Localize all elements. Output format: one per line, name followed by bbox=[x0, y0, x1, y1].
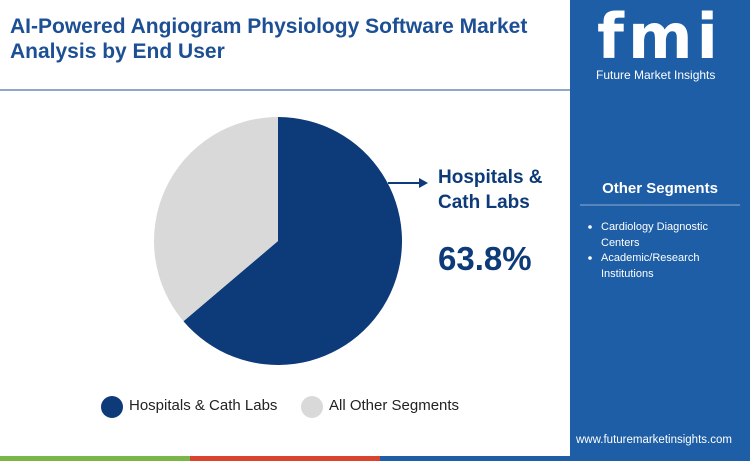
legend-label: All Other Segments bbox=[329, 397, 460, 414]
website: www.futuremarketinsights.com bbox=[576, 434, 732, 446]
logo: fmi bbox=[597, 0, 722, 73]
legend-swatch bbox=[301, 396, 323, 418]
pie-slice bbox=[183, 117, 403, 365]
sidebar bbox=[570, 0, 750, 461]
sidebar-heading: Other Segments bbox=[602, 180, 718, 197]
legend-label: Hospitals & Cath Labs bbox=[129, 397, 278, 414]
annotation-label: Hospitals & Cath Labs bbox=[438, 167, 543, 213]
footer-strip bbox=[190, 456, 380, 461]
sidebar-item: Cardiology Diagnostic Centers bbox=[601, 221, 708, 249]
chart-title: AI-Powered Angiogram Physiology Software… bbox=[10, 15, 528, 63]
sidebar-item: Academic/Research Institutions bbox=[601, 252, 700, 280]
footer-strip bbox=[380, 456, 570, 461]
footer-strip bbox=[0, 456, 190, 461]
arrow-head bbox=[419, 178, 428, 188]
brand-name: Future Market Insights bbox=[596, 68, 716, 82]
bullet bbox=[588, 225, 592, 229]
bullet bbox=[588, 256, 592, 260]
value-label: 63.8% bbox=[438, 240, 532, 277]
legend-swatch bbox=[101, 396, 123, 418]
pie-slice bbox=[154, 117, 278, 322]
